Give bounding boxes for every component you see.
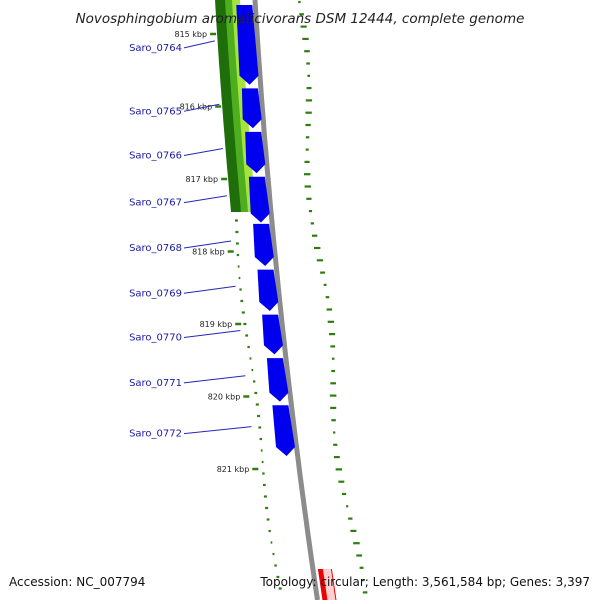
- kbp-label: 818 kbp: [192, 248, 225, 257]
- cds-arrow[interactable]: [241, 88, 262, 129]
- kbp-label: 819 kbp: [200, 320, 233, 329]
- gene-label[interactable]: Saro_0771: [129, 378, 182, 389]
- gene-label[interactable]: Saro_0767: [129, 198, 182, 209]
- gene-leader-line: [183, 375, 246, 384]
- cds-arrow[interactable]: [266, 358, 289, 402]
- kbp-label: 821 kbp: [217, 465, 250, 474]
- cds-arrow[interactable]: [257, 269, 279, 311]
- kbp-label: 816 kbp: [180, 103, 213, 112]
- rna-track: [317, 569, 338, 604]
- gene-leader-line: [183, 285, 236, 294]
- genome-backbone: [252, 0, 320, 601]
- genome-summary-text: Topology: circular; Length: 3,561,584 bp…: [259, 575, 590, 589]
- kbp-label: 815 kbp: [174, 30, 207, 39]
- cds-arrow[interactable]: [245, 131, 266, 174]
- gene-leader-line: [183, 103, 220, 112]
- gene-label[interactable]: Saro_0772: [129, 429, 182, 440]
- gene-leader-line: [183, 148, 223, 157]
- gene-leader-line: [183, 40, 215, 49]
- map-title: Novosphingobium aromaticivorans DSM 1244…: [76, 11, 525, 27]
- gene-leader-line: [183, 330, 241, 339]
- gene-leader-line: [183, 195, 227, 204]
- gene-label[interactable]: Saro_0770: [129, 333, 182, 344]
- gene-label[interactable]: Saro_0765: [129, 106, 182, 117]
- accession-text: Accession: NC_007794: [9, 575, 145, 589]
- rna-feature-highlight: [322, 569, 337, 604]
- gene-label[interactable]: Saro_0769: [129, 288, 182, 299]
- gene-leader-line: [183, 240, 232, 249]
- kbp-label: 817 kbp: [185, 175, 218, 184]
- backbone-line: [252, 0, 320, 601]
- gene-label[interactable]: Saro_0768: [129, 243, 182, 254]
- cds-arrow[interactable]: [253, 223, 274, 266]
- gene-leader-line: [183, 426, 252, 435]
- cds-arrow[interactable]: [236, 5, 259, 85]
- gene-label[interactable]: Saro_0766: [129, 151, 182, 162]
- cds-arrow[interactable]: [272, 405, 295, 456]
- cds-arrow[interactable]: [262, 314, 283, 355]
- kbp-label: 820 kbp: [208, 393, 241, 402]
- cds-track: [236, 5, 295, 456]
- gene-label[interactable]: Saro_0764: [129, 43, 182, 54]
- gene-labels: Saro_0764 Saro_0765 Saro_0766 Saro_0767 Saro…: [129, 40, 252, 440]
- cds-arrow[interactable]: [248, 176, 270, 223]
